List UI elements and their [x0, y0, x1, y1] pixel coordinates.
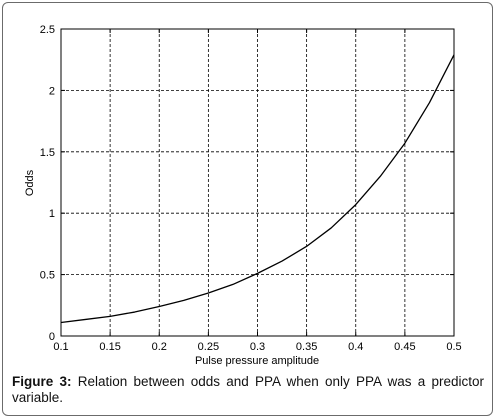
line-chart: 0.1 0.15 0.2 0.25 0.3 0.35 0.4 0.45 0.5 0 0.5 1 1.5 2…	[24, 24, 462, 367]
caption-label: Figure 3:	[12, 374, 72, 389]
x-tick-label: 0.1	[53, 341, 68, 353]
x-tick-label: 0.45	[394, 341, 415, 353]
y-axis-label: Odds	[24, 169, 36, 196]
x-tick-label: 0.35	[296, 341, 317, 353]
x-tick-label: 0.2	[152, 341, 167, 353]
y-tick-label: 0	[49, 331, 55, 343]
y-tick-label: 2	[49, 85, 55, 97]
caption-text: Relation between odds and PPA when only …	[12, 374, 484, 405]
figure-frame	[2, 2, 493, 416]
y-tick-label: 1	[49, 208, 55, 220]
axis-ticks: 0.1 0.15 0.2 0.25 0.3 0.35 0.4 0.45 0.5 0 0.5 1 1.5 2…	[40, 24, 462, 353]
odds-curve	[60, 54, 455, 324]
x-tick-label: 0.4	[348, 341, 363, 353]
x-tick-label: 0.5	[446, 341, 461, 353]
x-tick-label: 0.3	[250, 341, 265, 353]
x-tick-label: 0.25	[198, 341, 219, 353]
y-tick-label: 0.5	[40, 270, 55, 282]
series-layer	[60, 54, 455, 324]
x-axis-label: Pulse pressure amplitude	[195, 355, 319, 367]
y-tick-label: 1.5	[40, 147, 55, 159]
x-tick-label: 0.15	[99, 341, 120, 353]
figure-caption: Figure 3: Relation between odds and PPA …	[12, 374, 484, 406]
y-tick-label: 2.5	[40, 24, 55, 36]
grid-lines	[61, 29, 454, 336]
